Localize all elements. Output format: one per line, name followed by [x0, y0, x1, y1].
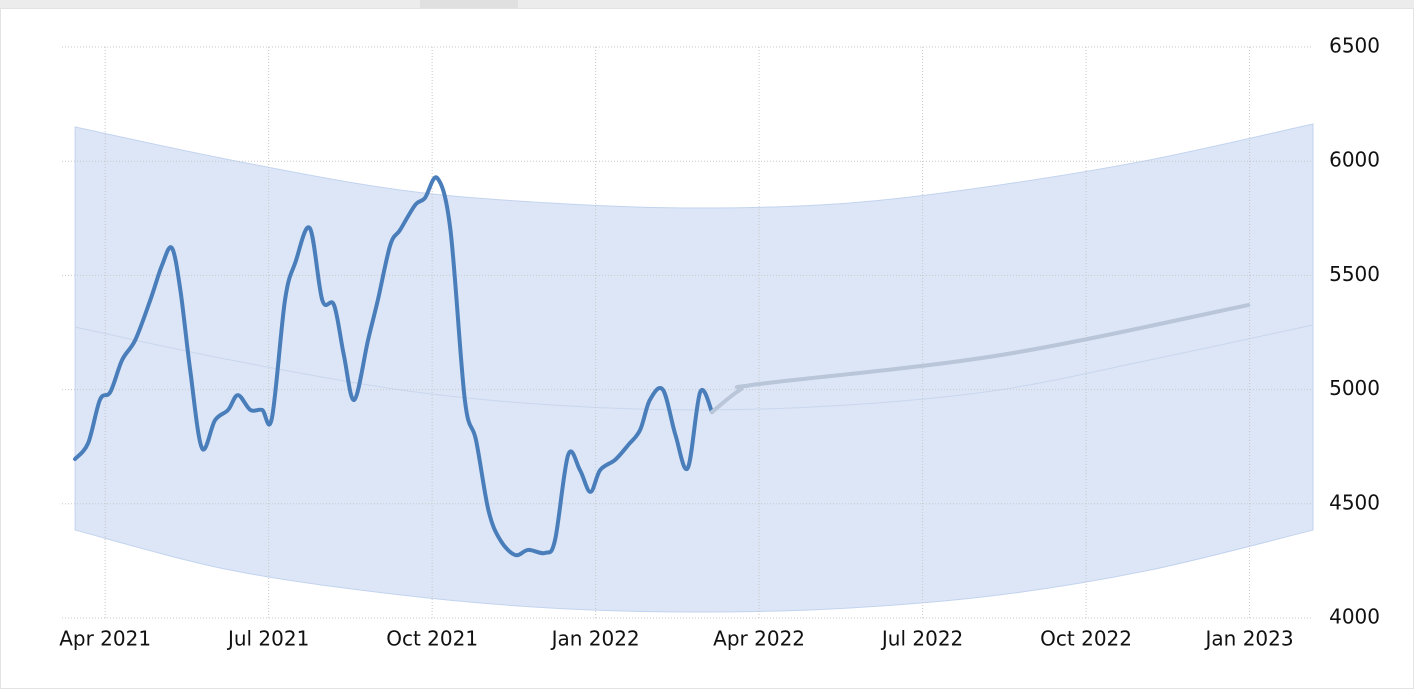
y-tick-label: 4000 [1329, 605, 1380, 629]
y-tick-label: 5000 [1329, 376, 1380, 400]
x-tick-label: Apr 2022 [713, 627, 805, 651]
y-tick-label: 4500 [1329, 490, 1380, 514]
x-tick-label: Jan 2023 [1204, 627, 1294, 651]
y-tick-label: 6500 [1329, 34, 1380, 58]
series-line [710, 303, 1251, 414]
x-tick-label: Oct 2022 [1040, 627, 1132, 651]
y-tick-label: 6000 [1329, 148, 1380, 172]
series-line [73, 175, 715, 558]
x-tick-label: Oct 2021 [386, 627, 478, 651]
y-tick-label: 5500 [1329, 262, 1380, 286]
x-tick-label: Jan 2022 [550, 627, 640, 651]
top-bar [0, 0, 1414, 8]
x-tick-label: Apr 2021 [59, 627, 151, 651]
band-center [74, 324, 1314, 411]
x-tick-label: Jul 2022 [880, 627, 963, 651]
confidence-band [74, 123, 1314, 613]
top-tab [420, 0, 518, 8]
x-tick-label: Jul 2021 [226, 627, 309, 651]
